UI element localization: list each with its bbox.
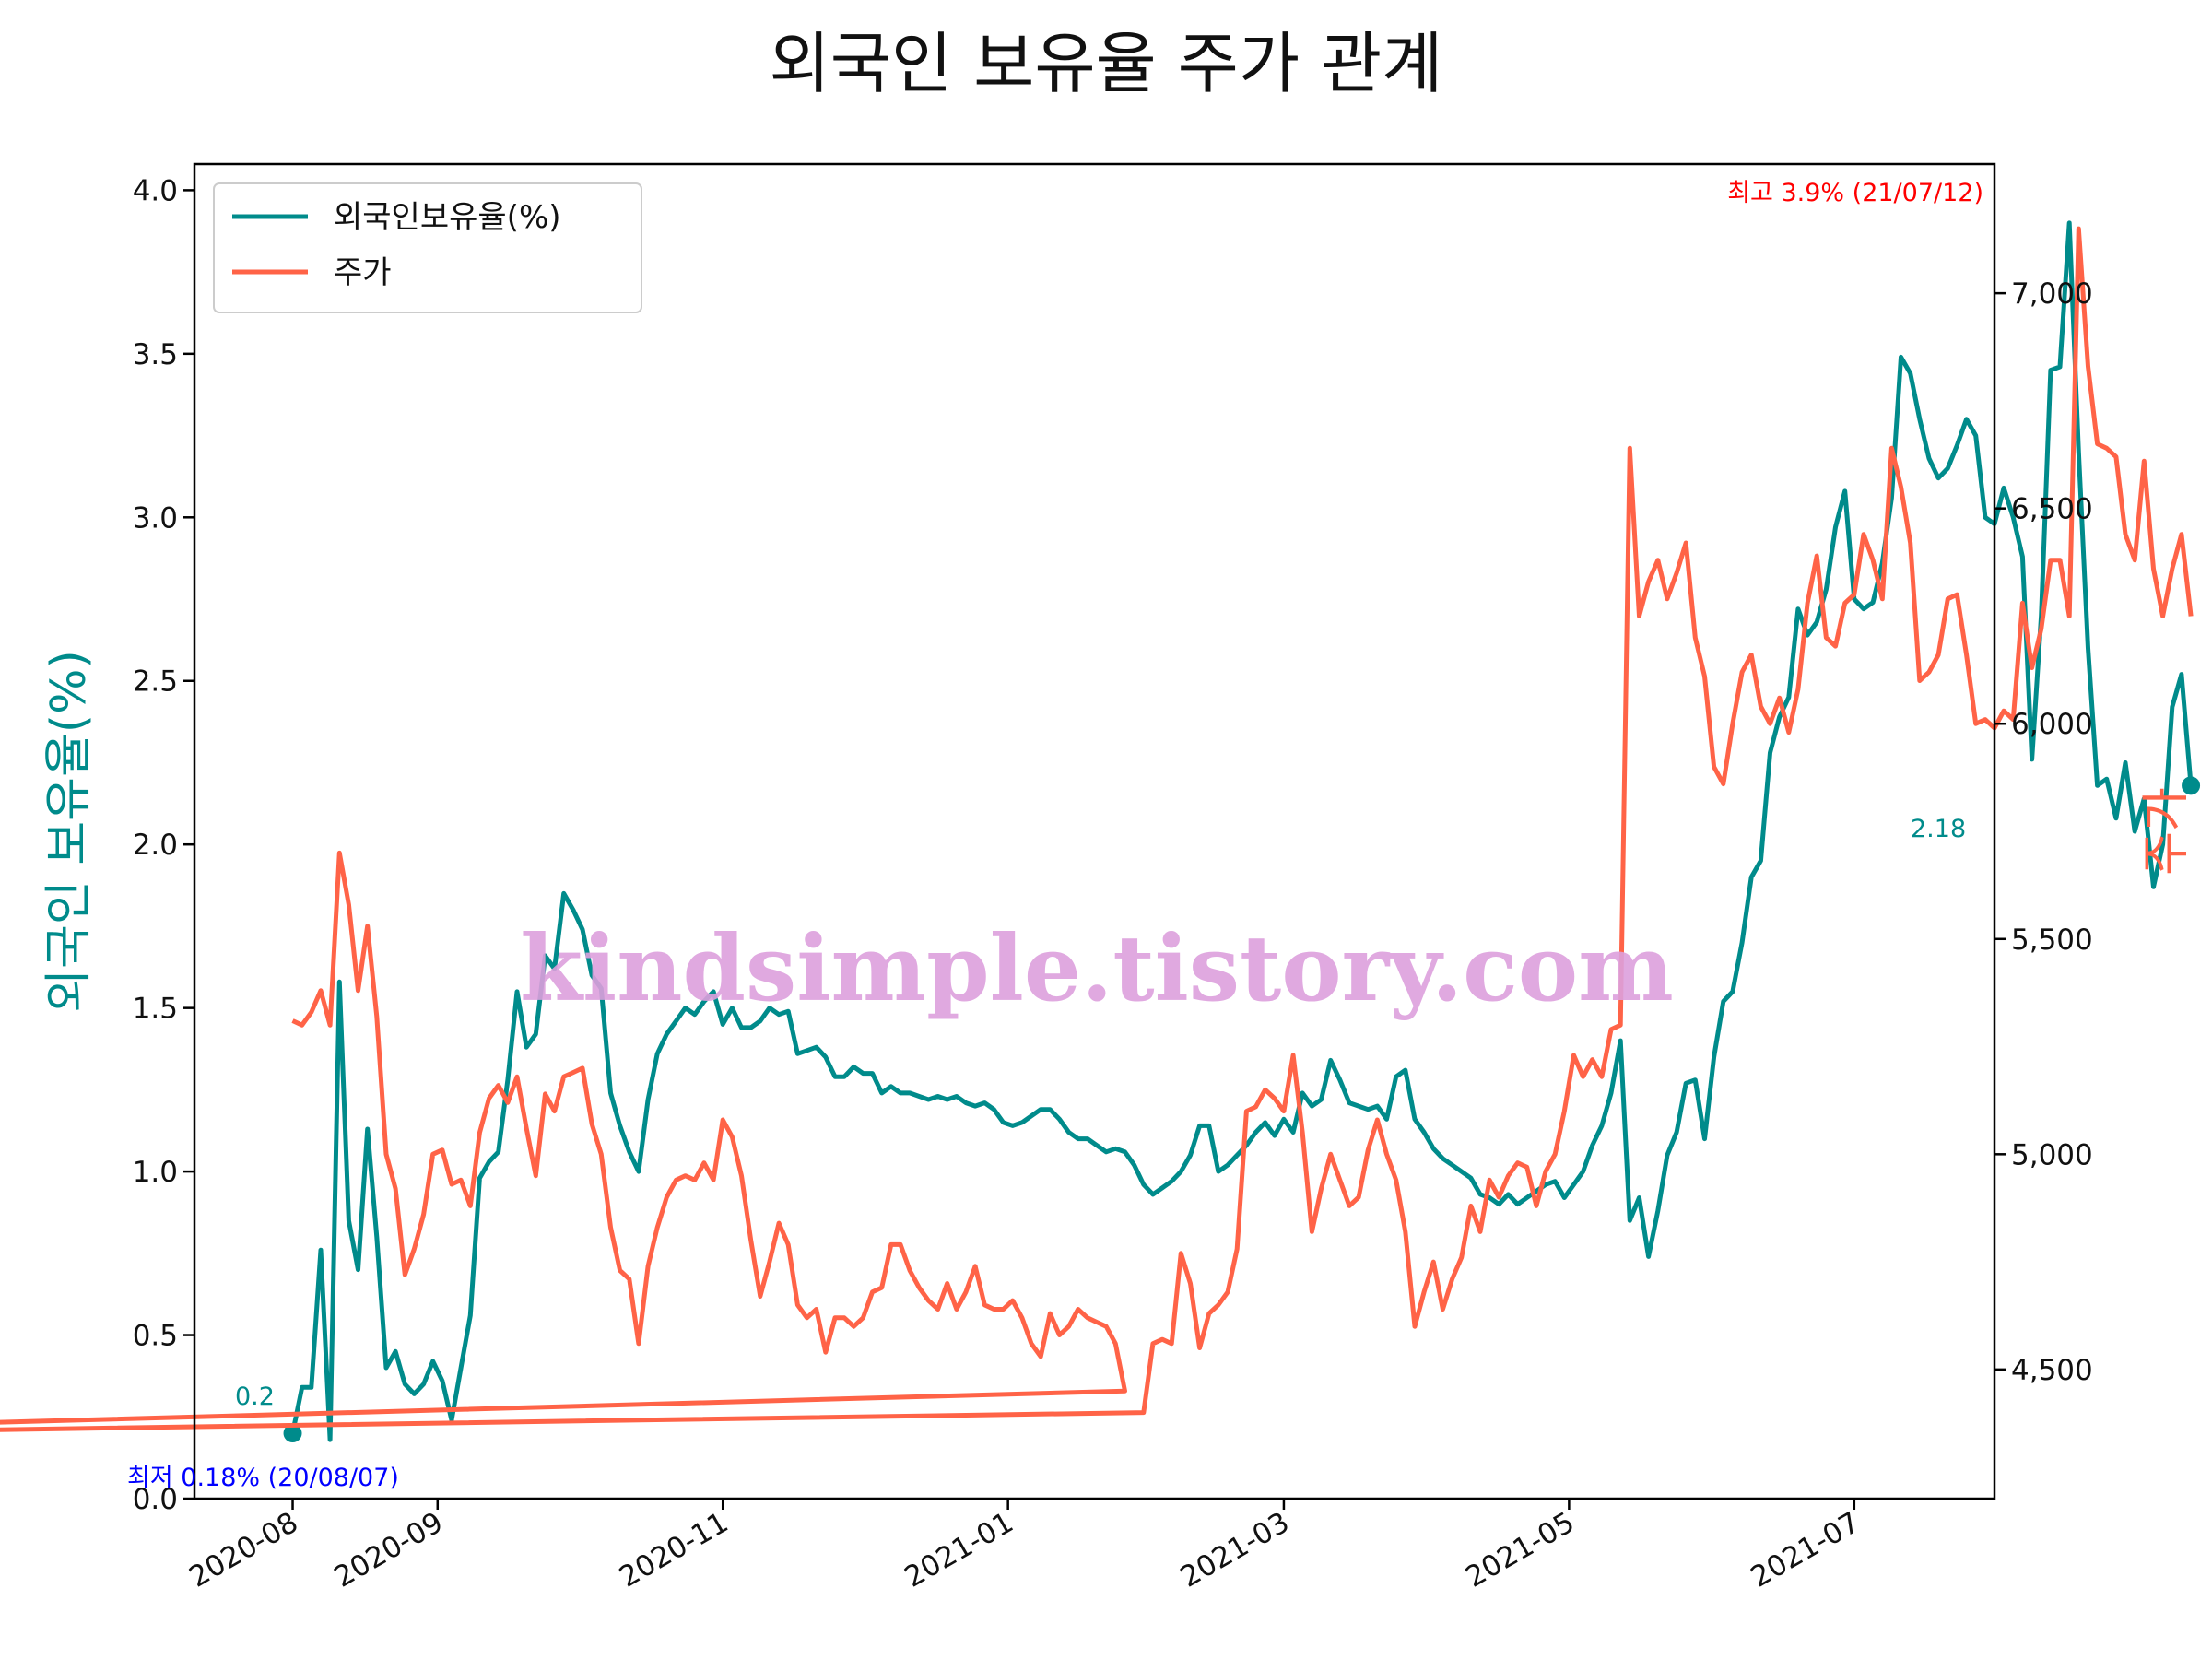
legend-label-price: 주가 (334, 254, 392, 291)
y-right-tick-label: 5,500 (2011, 924, 2093, 957)
y-right-tick-label: 6,500 (2011, 493, 2093, 526)
legend: 외국인보유율(%) 주가 (213, 182, 642, 313)
y-left-tick-label: 2.5 (133, 665, 178, 699)
price-line (0, 226, 2194, 1432)
start-point-marker (283, 1424, 302, 1443)
y-left-tick-label: 0.0 (133, 1483, 178, 1516)
legend-box (213, 182, 642, 313)
y-axis-label-left: 외국인 보유율(%) (41, 650, 97, 1013)
annotation-start-value: 0.2 (235, 1382, 275, 1411)
y-right-tick-label: 6,000 (2011, 708, 2093, 741)
plot-area (194, 164, 1994, 1499)
y-right-tick-label: 5,000 (2011, 1138, 2093, 1171)
y-left-tick-label: 2.0 (133, 829, 178, 862)
y-right-tick-label: 7,000 (2011, 277, 2093, 311)
chart-title: 외국인 보유율 주가 관계 (769, 25, 1442, 102)
x-tick-label: 2020-08 (183, 1506, 303, 1594)
legend-label-foreign: 외국인보유율(%) (334, 199, 561, 236)
y-left-tick-label: 1.5 (133, 993, 178, 1026)
annotation-end-value: 2.18 (1911, 815, 1966, 843)
x-tick-label: 2021-01 (899, 1506, 1018, 1594)
annotation-max: 최고 3.9% (21/07/12) (1727, 179, 1983, 207)
x-tick-label: 2020-09 (329, 1506, 449, 1594)
y-axis-label-right: 주가 (2139, 787, 2194, 876)
plot-frame (193, 162, 1996, 1500)
watermark: kindsimple.tistory.com (520, 916, 1674, 1022)
y-left-tick-label: 1.0 (133, 1156, 178, 1189)
x-tick-label: 2020-11 (614, 1506, 734, 1594)
series-layer (0, 220, 2201, 1443)
y-left-tick-label: 3.0 (133, 501, 178, 535)
y-left-tick-label: 4.0 (133, 174, 178, 207)
y-right-tick-label: 4,500 (2011, 1354, 2093, 1387)
x-tick-label: 2021-07 (1746, 1506, 1865, 1594)
x-tick-label: 2021-03 (1175, 1506, 1295, 1594)
y-left-tick-label: 3.5 (133, 338, 178, 371)
x-tick-label: 2021-05 (1460, 1506, 1580, 1594)
annotation-min: 최저 0.18% (20/08/07) (127, 1464, 399, 1492)
end-point-marker (2182, 776, 2201, 795)
y-left-tick-label: 0.5 (133, 1320, 178, 1353)
